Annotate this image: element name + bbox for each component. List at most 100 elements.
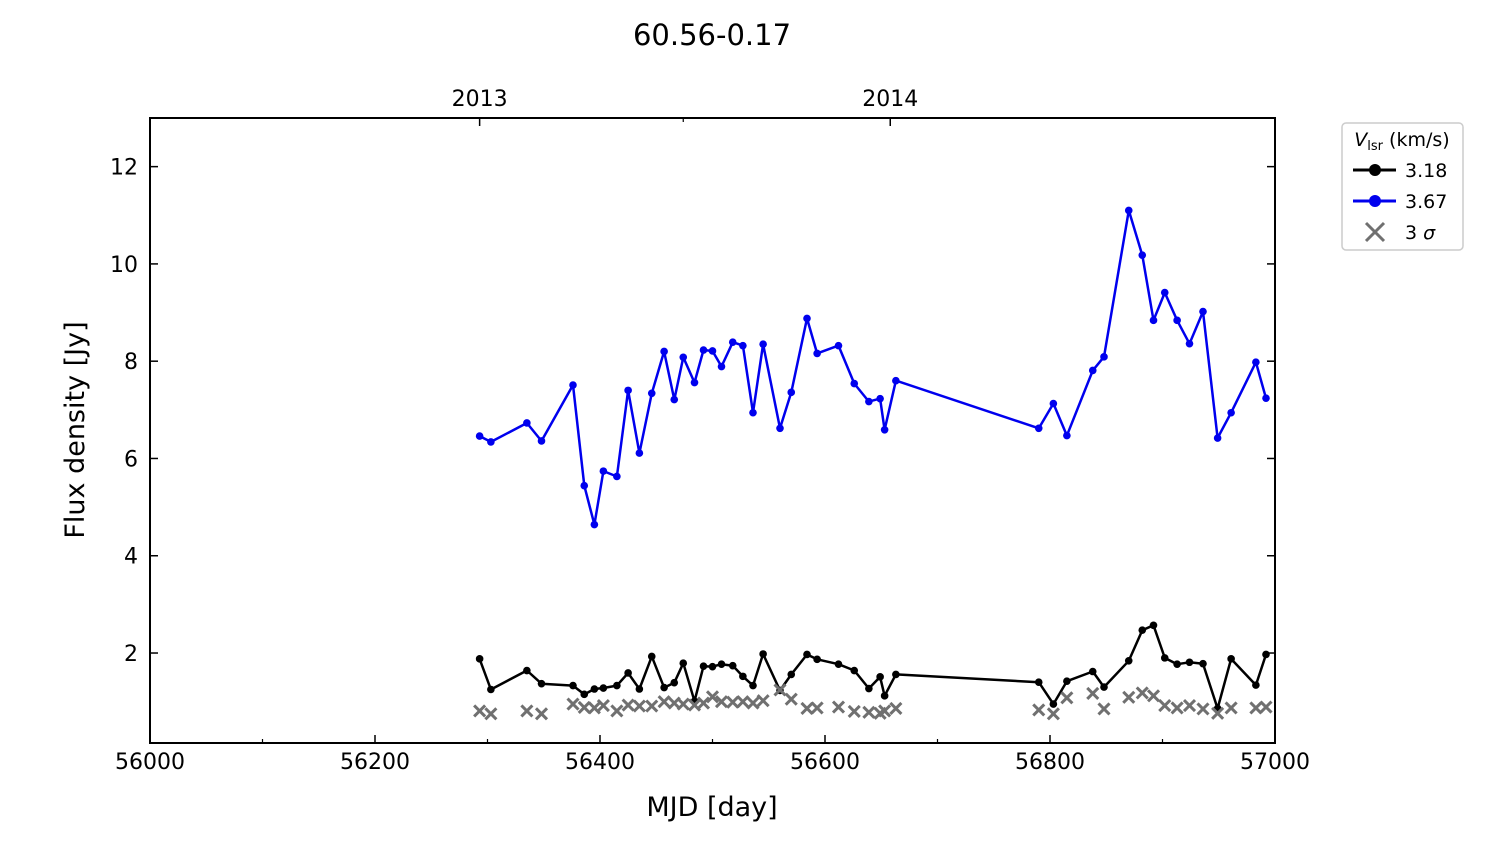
series-1-point [1262, 394, 1270, 402]
plot-frame [149, 117, 1276, 744]
series-1-point [613, 472, 621, 481]
series-2-x-marker [756, 694, 770, 708]
x-marker-stroke [473, 704, 487, 718]
x-marker-stroke [736, 695, 750, 709]
x-marker-stroke [862, 705, 876, 719]
series-0-point [803, 650, 811, 659]
x-marker-stroke [756, 694, 770, 708]
series-2-x-marker [1259, 700, 1273, 714]
series-0-point [624, 669, 632, 677]
series-2-x-marker [847, 704, 861, 718]
x-marker-stroke [705, 690, 720, 704]
series-0-point [1185, 658, 1194, 667]
y-tick-label: 12 [110, 156, 138, 181]
series-1-point [690, 378, 699, 387]
x-marker-stroke [676, 697, 690, 711]
series-2-x-marker [577, 700, 591, 715]
series-2-x-marker [1046, 707, 1060, 721]
series-0-point [759, 650, 767, 658]
series-1-point [776, 424, 784, 433]
series-1-point [599, 467, 608, 475]
series-1-point [569, 381, 577, 389]
series-0-point [679, 659, 688, 668]
series-1-point [523, 419, 531, 427]
x-marker-stroke [484, 707, 498, 721]
series-2-x-marker [705, 690, 720, 704]
x-marker-stroke [746, 696, 760, 710]
series-2-x-marker [484, 707, 498, 721]
series-1-point [590, 520, 599, 529]
series-2-x-marker [1122, 690, 1136, 704]
series-2-x-marker [473, 704, 487, 718]
series-0-point [537, 679, 546, 688]
series-2-x-marker [800, 701, 814, 716]
legend-entry-3-67: 3.67 [1405, 191, 1447, 213]
x-marker-stroke [714, 695, 729, 709]
x-marker-stroke [1086, 686, 1100, 700]
series-2-x-marker [784, 692, 798, 706]
x-marker-stroke [587, 701, 601, 715]
series-0-point [487, 685, 495, 694]
legend-title-unit: (km/s) [1383, 129, 1450, 151]
series-0-point [1160, 654, 1169, 662]
series-2-x-marker [736, 695, 750, 709]
series-0-point [1049, 700, 1058, 708]
series-0-point [1173, 660, 1181, 669]
series-1-point [850, 379, 859, 388]
x-marker-stroke [1249, 701, 1263, 715]
series-2-x-marker [676, 697, 690, 711]
y-tick-label: 6 [124, 447, 138, 472]
series-1-point [624, 386, 632, 395]
series-2-x-marker [773, 683, 787, 697]
series-2-x-marker [746, 696, 760, 710]
series-0-point [475, 655, 484, 663]
x-marker-stroke [784, 692, 798, 706]
series-0-point [1138, 626, 1147, 634]
series-2-x-marker [1224, 701, 1238, 715]
series-0-point [876, 673, 884, 681]
x-marker-stroke [773, 683, 787, 697]
series-2-x-marker [1135, 686, 1149, 700]
series-0-point [1227, 655, 1235, 663]
series-2-x-marker [862, 705, 876, 719]
plot-area [473, 206, 1273, 721]
x-marker-stroke [577, 700, 591, 715]
y-tick-label: 2 [124, 642, 138, 667]
legend-entry-3-sigma-prefix: 3 [1405, 222, 1423, 244]
series-1-point [892, 376, 900, 385]
series-2-x-marker [1182, 698, 1197, 713]
x-marker-stroke [1224, 701, 1238, 715]
series-0-point [1100, 683, 1108, 691]
series-2-x-marker [1170, 701, 1184, 715]
x-marker-stroke [520, 704, 534, 718]
top-tick-label: 2014 [862, 87, 918, 112]
top-tick-label: 2013 [452, 87, 508, 112]
series-1-point [1213, 434, 1222, 442]
x-marker-stroke [889, 701, 903, 716]
series-0-point [892, 670, 900, 679]
x-tick-label: 56600 [790, 750, 860, 775]
legend-title-v: V [1354, 129, 1369, 151]
series-1-point [670, 395, 679, 404]
x-marker-stroke [810, 701, 824, 715]
x-marker-stroke [726, 695, 740, 709]
series-0-point [699, 662, 708, 670]
x-marker-stroke [1146, 689, 1161, 703]
x-marker-stroke [1170, 701, 1184, 715]
series-0-point [580, 690, 589, 699]
series-0-point [865, 684, 873, 693]
x-marker-stroke [1196, 702, 1210, 716]
series-1-point [635, 449, 644, 457]
x-marker-stroke [1046, 707, 1060, 721]
series-2-x-marker [657, 695, 671, 709]
series-1-point [1124, 206, 1133, 215]
series-0-point [569, 681, 577, 690]
series-0-point [599, 684, 608, 692]
series-1-point [739, 341, 747, 350]
series-0-point [834, 660, 843, 669]
series-1-point [475, 432, 484, 440]
series-2-x-marker [596, 698, 610, 713]
series-1-point [1185, 339, 1194, 348]
series-1-point [803, 314, 811, 323]
series-1-point [487, 438, 495, 446]
